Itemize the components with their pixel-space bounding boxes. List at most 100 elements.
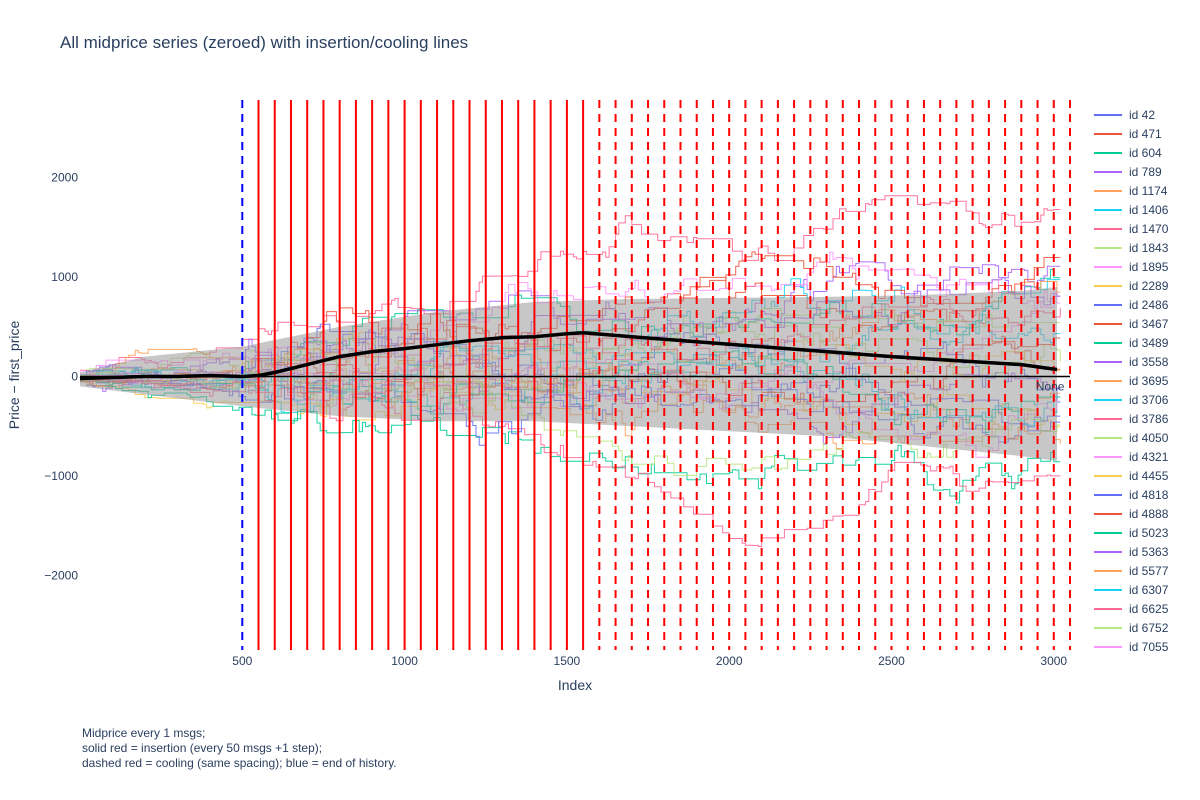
legend-label: id 2289 — [1129, 278, 1169, 293]
legend-item[interactable]: id 3786 — [1094, 409, 1200, 428]
legend-item[interactable]: id 6307 — [1094, 580, 1200, 599]
legend-label: id 5023 — [1129, 525, 1169, 540]
legend-label: id 4455 — [1129, 468, 1169, 483]
footnote: Midprice every 1 msgs; solid red = inser… — [82, 726, 397, 771]
legend-swatch — [1094, 132, 1122, 135]
legend-item[interactable]: id 471 — [1094, 124, 1200, 143]
legend-swatch — [1094, 208, 1122, 211]
legend-item[interactable]: id 4818 — [1094, 485, 1200, 504]
mean-layer — [80, 330, 1058, 381]
legend-label: id 4321 — [1129, 449, 1169, 464]
legend-item[interactable]: id 42 — [1094, 105, 1200, 124]
legend-item[interactable]: id 1470 — [1094, 219, 1200, 238]
x-tick-label: 1500 — [554, 654, 581, 668]
legend-swatch — [1094, 113, 1122, 116]
legend-item[interactable]: id 3489 — [1094, 333, 1200, 352]
legend-swatch — [1094, 265, 1122, 268]
legend-item[interactable]: id 4321 — [1094, 447, 1200, 466]
legend-label: id 3695 — [1129, 373, 1169, 388]
legend-item[interactable]: id 2289 — [1094, 276, 1200, 295]
legend-swatch — [1094, 284, 1122, 287]
legend-label: id 604 — [1129, 145, 1162, 160]
legend-label: id 789 — [1129, 164, 1162, 179]
legend-label: id 6625 — [1129, 601, 1169, 616]
legend-label: id 6752 — [1129, 620, 1169, 635]
legend-swatch — [1094, 360, 1122, 363]
legend-item[interactable]: id 1895 — [1094, 257, 1200, 276]
legend-item[interactable]: id 5577 — [1094, 561, 1200, 580]
legend-item[interactable]: id 5023 — [1094, 523, 1200, 542]
legend-swatch — [1094, 170, 1122, 173]
y-tick-label: 0 — [71, 369, 78, 383]
legend-swatch — [1094, 455, 1122, 458]
legend-label: id 5363 — [1129, 544, 1169, 559]
legend-item[interactable]: id 6625 — [1094, 599, 1200, 618]
y-axis-title: Price − first_price — [6, 321, 22, 430]
legend-item[interactable]: id 4888 — [1094, 504, 1200, 523]
legend: id 42 id 471 id 604 id 789 id 1174 id 1406 id … — [1094, 105, 1200, 651]
legend-item[interactable]: id 4050 — [1094, 428, 1200, 447]
legend-swatch — [1094, 569, 1122, 572]
legend-swatch — [1094, 151, 1122, 154]
legend-item[interactable]: id 1843 — [1094, 238, 1200, 257]
legend-label: id 4050 — [1129, 430, 1169, 445]
footnote-line-1: Midprice every 1 msgs; — [82, 726, 206, 740]
legend-item[interactable]: id 6752 — [1094, 618, 1200, 637]
legend-item[interactable]: id 604 — [1094, 143, 1200, 162]
legend-swatch — [1094, 341, 1122, 344]
legend-swatch — [1094, 474, 1122, 477]
y-tick-label: −2000 — [44, 568, 78, 582]
legend-item[interactable]: id 3558 — [1094, 352, 1200, 371]
legend-label: id 3706 — [1129, 392, 1169, 407]
legend-label: id 7055 — [1129, 639, 1169, 652]
legend-item[interactable]: id 3695 — [1094, 371, 1200, 390]
legend-label: id 3786 — [1129, 411, 1169, 426]
legend-item[interactable]: id 4455 — [1094, 466, 1200, 485]
mean-line — [80, 330, 1058, 381]
legend-item[interactable]: id 2486 — [1094, 295, 1200, 314]
legend-label: id 2486 — [1129, 297, 1169, 312]
x-tick-label: 2500 — [878, 654, 905, 668]
legend-item[interactable]: id 1406 — [1094, 200, 1200, 219]
legend-swatch — [1094, 322, 1122, 325]
annotation-0: None — [1036, 379, 1065, 393]
x-tick-label: 3000 — [1040, 654, 1067, 668]
legend-item[interactable]: id 1174 — [1094, 181, 1200, 200]
legend-swatch — [1094, 512, 1122, 515]
legend-item[interactable]: id 5363 — [1094, 542, 1200, 561]
footnote-line-2: solid red = insertion (every 50 msgs +1 … — [82, 741, 323, 755]
legend-label: id 6307 — [1129, 582, 1169, 597]
legend-item[interactable]: id 3467 — [1094, 314, 1200, 333]
legend-swatch — [1094, 246, 1122, 249]
legend-label: id 3489 — [1129, 335, 1169, 350]
legend-swatch — [1094, 227, 1122, 230]
vertical-lines — [241, 100, 1071, 650]
legend-item[interactable]: id 7055 — [1094, 637, 1200, 651]
legend-swatch — [1094, 303, 1122, 306]
legend-label: id 4818 — [1129, 487, 1169, 502]
legend-swatch — [1094, 607, 1122, 610]
chart-title: All midprice series (zeroed) with insert… — [60, 33, 469, 52]
legend-swatch — [1094, 189, 1122, 192]
legend-item[interactable]: id 3706 — [1094, 390, 1200, 409]
legend-swatch — [1094, 417, 1122, 420]
x-tick-label: 1000 — [391, 654, 418, 668]
legend-label: id 1895 — [1129, 259, 1169, 274]
legend-label: id 3467 — [1129, 316, 1169, 331]
std-band — [80, 287, 1057, 461]
legend-swatch — [1094, 645, 1122, 648]
legend-swatch — [1094, 398, 1122, 401]
legend-label: id 4888 — [1129, 506, 1169, 521]
legend-swatch — [1094, 493, 1122, 496]
axes: 500 1000 1500 2000 2500 3000 2000 1000 0 −1000 −20… — [44, 171, 1070, 668]
x-tick-label: 500 — [232, 654, 252, 668]
legend-item[interactable]: id 789 — [1094, 162, 1200, 181]
x-tick-label: 2000 — [716, 654, 743, 668]
legend-label: id 3558 — [1129, 354, 1169, 369]
legend-label: id 42 — [1129, 107, 1156, 122]
footnote-line-3: dashed red = cooling (same spacing); blu… — [82, 756, 397, 770]
legend-label: id 1406 — [1129, 202, 1169, 217]
legend-label: id 471 — [1129, 126, 1162, 141]
legend-label: id 1470 — [1129, 221, 1169, 236]
